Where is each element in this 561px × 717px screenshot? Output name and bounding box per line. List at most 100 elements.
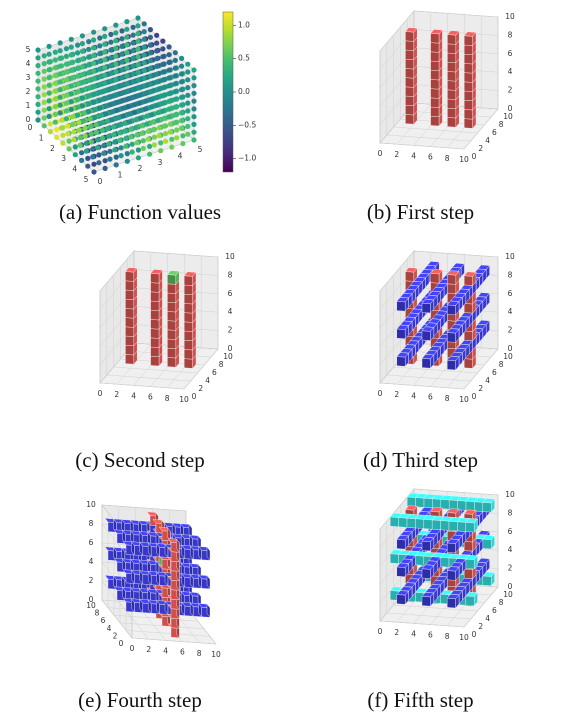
scatter-point: [120, 105, 126, 111]
colorbar: [222, 11, 234, 173]
scatter-point: [57, 71, 63, 77]
voxel-cyan: [465, 518, 479, 533]
scatter-point: [172, 73, 178, 79]
z-tick: 6: [508, 289, 513, 298]
scatter-point: [154, 63, 160, 69]
scatter-point: [95, 145, 101, 151]
scatter-point: [86, 39, 92, 45]
scatter-point: [75, 112, 81, 118]
scatter-point: [79, 87, 85, 93]
scatter-point: [154, 71, 160, 77]
z-tick: 6: [508, 527, 513, 536]
scatter-point: [138, 115, 144, 121]
scatter-point: [66, 146, 72, 152]
y-tick: 6: [212, 368, 217, 377]
z-tick: 4: [508, 307, 513, 316]
scatter-point: [41, 61, 47, 67]
scatter-point: [63, 61, 69, 67]
z-tick: 4: [508, 67, 513, 76]
scatter-point: [63, 108, 69, 114]
scatter-point: [135, 69, 141, 75]
scatter-point: [124, 81, 130, 87]
scatter-point: [119, 59, 125, 65]
scatter-point: [76, 119, 82, 125]
y-tick: 2: [146, 645, 151, 654]
scatter-point: [158, 148, 164, 154]
scatter-point: [86, 109, 92, 115]
scatter-point: [52, 104, 58, 110]
scatter-point: [86, 46, 92, 52]
z-tick: 0: [508, 104, 513, 113]
scatter-point: [79, 95, 85, 101]
scatter-point: [169, 144, 175, 150]
scatter-point: [140, 145, 146, 151]
scatter-point: [68, 67, 74, 73]
scatter-point: [57, 94, 63, 100]
scatter-point: [166, 91, 172, 97]
scatter-point: [75, 104, 81, 110]
scatter-point: [52, 96, 58, 102]
scatter-point: [63, 53, 69, 60]
x-tick: 2: [113, 631, 118, 640]
voxel-blue: [198, 603, 211, 618]
scatter-point: [113, 30, 119, 36]
scatter-point: [102, 41, 108, 47]
scatter-point: [79, 150, 85, 156]
scatter-point: [172, 89, 178, 95]
scatter-point: [185, 131, 191, 137]
z-tick: 8: [508, 508, 513, 517]
scatter-point: [122, 120, 128, 126]
scatter-point: [102, 65, 108, 71]
scatter-point: [46, 43, 52, 50]
scatter-point: [161, 115, 167, 121]
scatter-point: [97, 97, 103, 103]
scatter-point: [90, 154, 96, 160]
x-tick: 6: [101, 616, 106, 625]
scatter-point: [160, 93, 166, 99]
scatter-point: [102, 88, 108, 94]
scatter-point: [60, 140, 66, 146]
scatter-point: [97, 35, 103, 41]
y-tick: 0: [98, 177, 103, 186]
scatter-point: [92, 114, 98, 120]
voxel-red: [404, 27, 418, 42]
scatter-point: [124, 57, 130, 64]
scatter-point: [111, 124, 117, 130]
x-tick: 10: [459, 633, 469, 642]
chart-c-voxels: [124, 267, 197, 369]
voxel-blue: [198, 546, 211, 561]
scatter-point: [166, 106, 172, 112]
scatter-point: [113, 45, 119, 52]
y-tick: 10: [503, 112, 513, 121]
scatter-point: [95, 137, 101, 143]
scatter-point: [65, 131, 71, 137]
z-tick: 6: [89, 538, 94, 547]
z-tick: 0: [508, 344, 513, 353]
scatter-point: [141, 21, 147, 27]
scatter-point: [79, 157, 85, 163]
scatter-point: [79, 103, 85, 109]
chart-d-voxels: [396, 261, 491, 371]
scatter-point: [52, 73, 58, 79]
scatter-point: [68, 44, 74, 50]
voxel-red: [446, 270, 460, 285]
scatter-point: [63, 116, 69, 122]
scatter-point: [179, 55, 185, 62]
y-tick: 8: [197, 649, 202, 658]
scatter-point: [130, 48, 136, 54]
scatter-point: [75, 73, 81, 79]
scatter-point: [52, 57, 58, 63]
scatter-point: [103, 111, 109, 117]
scatter-point: [97, 58, 103, 64]
scatter-point: [149, 104, 155, 110]
voxel-blue: [421, 298, 435, 314]
panel-a: 0 1 2 3 4 5 0 1 2 3 4 5 0 1 2 3 4 5 1.0 0.5 0.0 −0.5 −1.0 (a) …: [0, 0, 280, 235]
scatter-point: [97, 51, 103, 57]
z-tick: 2: [228, 326, 233, 335]
scatter-point: [57, 48, 63, 54]
scatter-point: [147, 42, 153, 48]
scatter-point: [41, 76, 47, 82]
scatter-point: [139, 123, 145, 129]
scatter-point: [35, 101, 41, 107]
